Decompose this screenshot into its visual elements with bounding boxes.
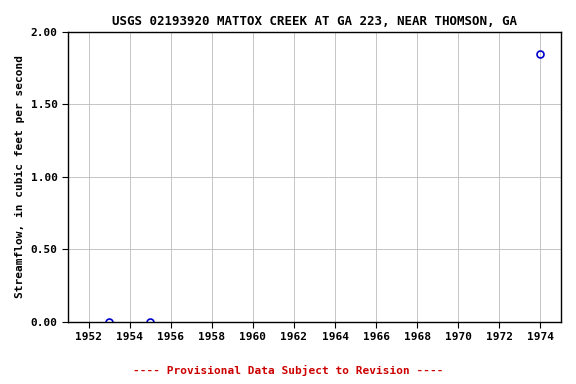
Y-axis label: Streamflow, in cubic feet per second: Streamflow, in cubic feet per second bbox=[15, 55, 25, 298]
Title: USGS 02193920 MATTOX CREEK AT GA 223, NEAR THOMSON, GA: USGS 02193920 MATTOX CREEK AT GA 223, NE… bbox=[112, 15, 517, 28]
Text: ---- Provisional Data Subject to Revision ----: ---- Provisional Data Subject to Revisio… bbox=[132, 365, 444, 376]
